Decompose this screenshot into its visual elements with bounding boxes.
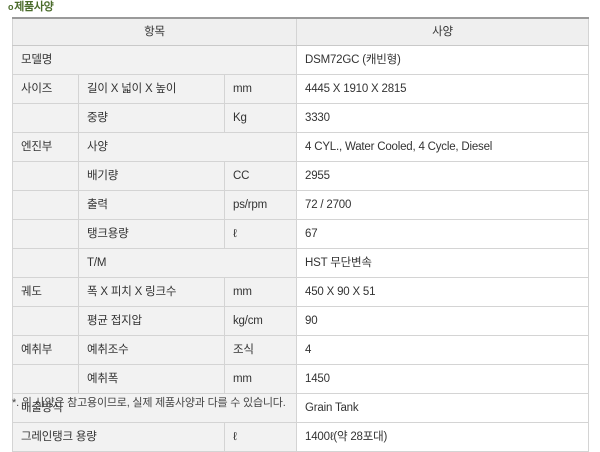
row-item-label: 평균 접지압 — [78, 306, 225, 336]
row-unit-label: kg/cm — [223, 306, 298, 336]
row-category-label — [12, 161, 79, 191]
header-row: 항목 사양 — [11, 17, 590, 46]
table-row: 배기량 CC 2955 — [12, 161, 590, 191]
product-spec-page: o제품사양 항목 사양 모델명 DSM72GC (캐빈형) 사이즈 길이 X 넓이 X… — [8, 0, 590, 452]
row-value: Grain Tank — [296, 393, 590, 423]
row-unit-label: mm — [223, 74, 298, 104]
row-category-label — [12, 103, 79, 133]
spec-table-wrapper: 항목 사양 모델명 DSM72GC (캐빈형) 사이즈 길이 X 넓이 X 높이 mm 4… — [11, 17, 590, 452]
row-category-label — [12, 364, 79, 394]
row-item-label: 길이 X 넓이 X 높이 — [78, 74, 225, 104]
row-value: 4445 X 1910 X 2815 — [296, 74, 590, 104]
table-row: 궤도 폭 X 피치 X 링크수 mm 450 X 90 X 51 — [12, 277, 590, 307]
table-row: 배출방식 Grain Tank — [11, 393, 590, 423]
row-item-label: 배기량 — [78, 161, 225, 191]
spec-table-body: 모델명 DSM72GC (캐빈형) 사이즈 길이 X 넓이 X 높이 mm 4445 X … — [11, 45, 590, 452]
row-item-label: 모델명 — [11, 45, 298, 75]
row-unit-label: ℓ — [223, 422, 298, 452]
spec-table: 항목 사양 모델명 DSM72GC (캐빈형) 사이즈 길이 X 넓이 X 높이 mm 4… — [11, 17, 590, 452]
row-item-label: 사양 — [77, 132, 298, 162]
row-item-label: T/M — [77, 248, 298, 278]
row-category-label — [12, 190, 79, 220]
row-item-label: 예취조수 — [78, 335, 225, 365]
row-category-label: 배출방식 — [11, 393, 298, 423]
table-row: 사이즈 길이 X 넓이 X 높이 mm 4445 X 1910 X 2815 — [12, 74, 590, 104]
row-item-label: 출력 — [78, 190, 225, 220]
table-row: 엔진부 사양 4 CYL., Water Cooled, 4 Cycle, Dies… — [12, 132, 590, 162]
row-unit-label: CC — [223, 161, 298, 191]
row-value: 450 X 90 X 51 — [296, 277, 590, 307]
row-item-label: 탱크용량 — [78, 219, 225, 249]
row-category-label: 예취부 — [12, 335, 79, 365]
page-title: o제품사양 — [8, 0, 54, 14]
footnote: *. 위 사양은 참고용이므로, 실제 제품사양과 다를 수 있습니다. — [12, 397, 286, 409]
spec-table-head: 항목 사양 — [11, 17, 590, 46]
table-row: 모델명 DSM72GC (캐빈형) — [11, 45, 590, 75]
row-unit-label: ℓ — [223, 219, 298, 249]
row-value: 4 CYL., Water Cooled, 4 Cycle, Diesel — [296, 132, 590, 162]
table-row: 탱크용량 ℓ 67 — [12, 219, 590, 249]
row-category-label — [12, 306, 79, 336]
row-value: 4 — [296, 335, 590, 365]
row-value: 3330 — [296, 103, 590, 133]
row-unit-label: mm — [223, 277, 298, 307]
row-category-label: 그레인탱크 용량 — [12, 422, 225, 452]
table-row: 출력 ps/rpm 72 / 2700 — [12, 190, 590, 220]
table-row: 평균 접지압 kg/cm 90 — [12, 306, 590, 336]
column-header-item: 항목 — [11, 17, 298, 46]
row-category-label — [12, 219, 79, 249]
row-value: HST 무단변속 — [296, 248, 590, 278]
row-category-label: 엔진부 — [12, 132, 79, 162]
row-value: 67 — [296, 219, 590, 249]
row-value: 2955 — [296, 161, 590, 191]
row-unit-label: Kg — [223, 103, 298, 133]
row-category-label: 사이즈 — [12, 74, 79, 104]
bullet-icon: o — [8, 2, 14, 13]
row-category-label: 궤도 — [12, 277, 79, 307]
row-value: 90 — [296, 306, 590, 336]
table-row: 중량 Kg 3330 — [12, 103, 590, 133]
table-row: T/M HST 무단변속 — [12, 248, 590, 278]
row-value: 1450 — [296, 364, 590, 394]
row-value: DSM72GC (캐빈형) — [296, 45, 590, 75]
row-item-label: 예취폭 — [78, 364, 225, 394]
row-item-label: 중량 — [78, 103, 225, 133]
column-header-spec: 사양 — [296, 17, 590, 46]
row-item-label: 폭 X 피치 X 링크수 — [78, 277, 225, 307]
row-value: 1400ℓ(약 28포대) — [296, 422, 590, 452]
row-value: 72 / 2700 — [296, 190, 590, 220]
page-title-text: 제품사양 — [14, 1, 54, 13]
row-unit-label: ps/rpm — [223, 190, 298, 220]
table-row: 그레인탱크 용량 ℓ 1400ℓ(약 28포대) — [12, 422, 590, 452]
table-row: 예취부 예취조수 조식 4 — [12, 335, 590, 365]
row-category-label — [12, 248, 79, 278]
table-row: 예취폭 mm 1450 — [12, 364, 590, 394]
row-unit-label: 조식 — [223, 335, 298, 365]
row-unit-label: mm — [223, 364, 298, 394]
